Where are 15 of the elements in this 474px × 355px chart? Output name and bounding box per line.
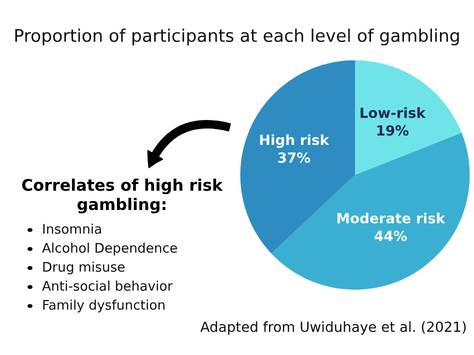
text: Alcohol Dependence (42, 242, 177, 256)
data-label: 44% (374, 230, 407, 242)
data-label: 37% (278, 152, 310, 163)
data-label: 19% (377, 125, 409, 136)
text: Anti-social behavior (42, 280, 173, 291)
text: Adapted from Uwiduhaye et al. (2021) (200, 321, 466, 335)
slice-label: Moderate risk (337, 212, 446, 224)
slice-label: Low-risk (360, 107, 426, 118)
text: Correlates of high risk gambling: (22, 178, 223, 214)
text: Insomnia (43, 224, 101, 234)
pie-slice (355, 60, 462, 175)
text: Drug misuse (43, 262, 125, 274)
text: Family dysfunction (43, 300, 164, 312)
slice-label: High risk (260, 134, 330, 148)
chart-title: Proportion of participants at each level of gambling (15, 28, 459, 46)
